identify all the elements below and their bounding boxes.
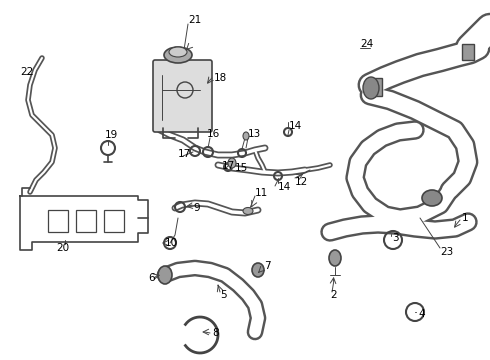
Text: 1: 1 bbox=[462, 213, 468, 223]
Text: 21: 21 bbox=[188, 15, 201, 25]
Text: 22: 22 bbox=[20, 67, 33, 77]
Ellipse shape bbox=[363, 77, 379, 99]
Text: 16: 16 bbox=[207, 129, 220, 139]
Text: 3: 3 bbox=[392, 233, 399, 243]
Text: 17: 17 bbox=[178, 149, 191, 159]
Ellipse shape bbox=[243, 132, 249, 140]
Text: 6: 6 bbox=[148, 273, 155, 283]
Bar bbox=[76, 210, 96, 232]
Text: 8: 8 bbox=[212, 328, 219, 338]
Ellipse shape bbox=[243, 207, 253, 215]
Ellipse shape bbox=[422, 190, 442, 206]
Text: 20: 20 bbox=[56, 243, 69, 253]
Text: 19: 19 bbox=[105, 130, 118, 140]
Text: 14: 14 bbox=[278, 182, 291, 192]
Text: 5: 5 bbox=[220, 290, 227, 300]
Text: 7: 7 bbox=[264, 261, 270, 271]
Text: 17: 17 bbox=[222, 161, 235, 171]
Text: 11: 11 bbox=[255, 188, 268, 198]
Text: 10: 10 bbox=[165, 238, 178, 248]
Text: 14: 14 bbox=[289, 121, 302, 131]
Bar bbox=[368, 78, 382, 96]
Bar bbox=[48, 210, 68, 232]
Ellipse shape bbox=[158, 266, 172, 284]
Text: 15: 15 bbox=[235, 163, 248, 173]
Text: 18: 18 bbox=[214, 73, 227, 83]
Ellipse shape bbox=[228, 158, 236, 168]
FancyBboxPatch shape bbox=[153, 60, 212, 132]
Text: 2: 2 bbox=[330, 290, 337, 300]
Bar bbox=[104, 210, 124, 232]
Ellipse shape bbox=[164, 47, 192, 63]
Ellipse shape bbox=[329, 250, 341, 266]
Text: 24: 24 bbox=[360, 39, 373, 49]
Text: 13: 13 bbox=[248, 129, 261, 139]
Ellipse shape bbox=[169, 47, 187, 57]
Bar bbox=[462, 44, 474, 60]
Text: 4: 4 bbox=[418, 309, 425, 319]
Text: 9: 9 bbox=[193, 203, 199, 213]
Text: 12: 12 bbox=[295, 177, 308, 187]
Ellipse shape bbox=[252, 263, 264, 277]
Text: 23: 23 bbox=[440, 247, 453, 257]
